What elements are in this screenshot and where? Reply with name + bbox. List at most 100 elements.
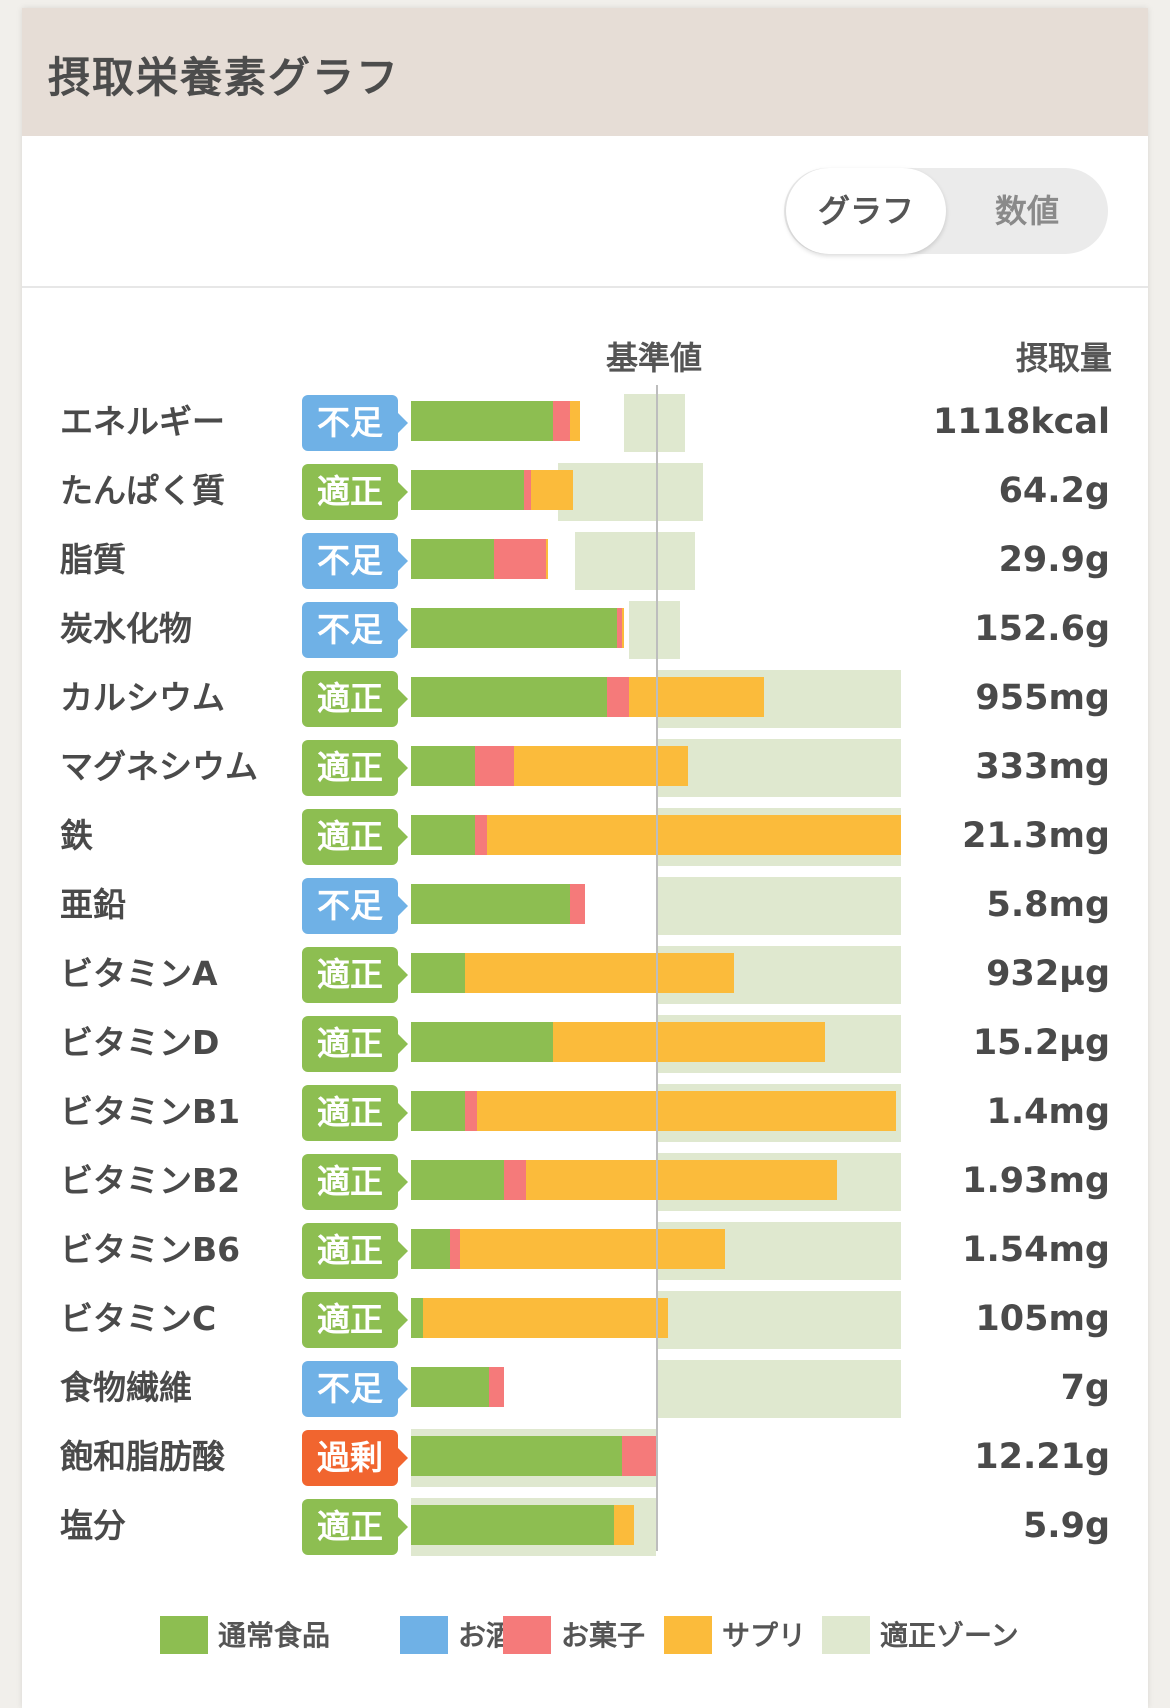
intake-amount: 1.93mg bbox=[962, 1161, 1110, 1201]
nutrient-name: 食物繊維 bbox=[60, 1368, 192, 1407]
supplement-segment bbox=[570, 401, 581, 441]
food-segment bbox=[411, 677, 607, 717]
intake-amount: 1.4mg bbox=[986, 1092, 1110, 1132]
food-segment bbox=[411, 470, 524, 510]
nutrient-row: ビタミンA 適正 932µg bbox=[0, 939, 1170, 1009]
nutrient-row: ビタミンC 適正 105mg bbox=[0, 1284, 1170, 1354]
nutrient-row: 脂質 不足 29.9g bbox=[0, 525, 1170, 595]
status-badge: 適正 bbox=[302, 947, 408, 1003]
divider bbox=[22, 286, 1148, 288]
status-badge: 不足 bbox=[302, 602, 408, 658]
nutrient-name: ビタミンC bbox=[60, 1299, 217, 1338]
nutrient-row: 塩分 適正 5.9g bbox=[0, 1491, 1170, 1561]
supplement-segment bbox=[553, 1022, 826, 1062]
nutrient-name: 飽和脂肪酸 bbox=[60, 1437, 225, 1476]
supplement-segment bbox=[614, 1505, 634, 1545]
food-segment bbox=[411, 539, 495, 579]
nutrient-name: マグネシウム bbox=[60, 747, 258, 786]
nutrient-name: たんぱく質 bbox=[60, 471, 225, 510]
legend-swatch bbox=[503, 1616, 551, 1654]
nutrient-row: 亜鉛 不足 5.8mg bbox=[0, 870, 1170, 940]
status-badge: 適正 bbox=[302, 1085, 408, 1141]
page-title: 摂取栄養素グラフ bbox=[48, 53, 401, 102]
view-toggle[interactable]: グラフ 数値 bbox=[784, 168, 1108, 254]
supplement-segment bbox=[464, 953, 735, 993]
snack-segment bbox=[450, 1229, 460, 1269]
snack-segment bbox=[570, 884, 585, 924]
food-segment bbox=[411, 815, 475, 855]
intake-amount: 333mg bbox=[975, 747, 1110, 787]
intake-amount: 932µg bbox=[986, 954, 1110, 994]
toggle-number-button[interactable]: 数値 bbox=[994, 192, 1059, 230]
nutrient-row: ビタミンB1 適正 1.4mg bbox=[0, 1077, 1170, 1147]
optimal-zone bbox=[656, 1291, 901, 1349]
status-badge: 適正 bbox=[302, 1223, 408, 1279]
nutrient-name: ビタミンA bbox=[60, 954, 218, 993]
supplement-segment bbox=[545, 539, 549, 579]
nutrient-name: 鉄 bbox=[60, 816, 93, 855]
supplement-segment bbox=[621, 608, 625, 648]
supplement-segment bbox=[629, 677, 764, 717]
nutrient-name: 亜鉛 bbox=[60, 885, 126, 924]
intake-amount: 29.9g bbox=[998, 540, 1110, 580]
nutrient-row: ビタミンB6 適正 1.54mg bbox=[0, 1215, 1170, 1285]
snack-segment bbox=[489, 1367, 505, 1407]
nutrient-name: ビタミンB6 bbox=[60, 1230, 241, 1269]
snack-segment bbox=[474, 815, 487, 855]
nutrient-row: 炭水化物 不足 152.6g bbox=[0, 594, 1170, 664]
snack-segment bbox=[607, 677, 630, 717]
nutrient-row: ビタミンD 適正 15.2µg bbox=[0, 1008, 1170, 1078]
food-segment bbox=[411, 1367, 490, 1407]
nutrient-name: 塩分 bbox=[60, 1506, 126, 1545]
food-segment bbox=[411, 884, 571, 924]
supplement-segment bbox=[486, 815, 901, 855]
status-badge: 適正 bbox=[302, 809, 408, 865]
snack-segment bbox=[621, 1436, 659, 1476]
status-badge: 適正 bbox=[302, 671, 408, 727]
intake-amount: 12.21g bbox=[974, 1437, 1110, 1477]
intake-amount: 955mg bbox=[975, 678, 1110, 718]
legend-label: 通常食品 bbox=[218, 1619, 331, 1652]
legend-swatch bbox=[160, 1616, 208, 1654]
status-badge: 不足 bbox=[302, 1361, 408, 1417]
optimal-zone bbox=[656, 877, 901, 935]
nutrient-row: ビタミンB2 適正 1.93mg bbox=[0, 1146, 1170, 1216]
legend-swatch bbox=[822, 1616, 870, 1654]
intake-column-header: 摂取量 bbox=[1015, 339, 1112, 377]
nutrient-name: ビタミンB2 bbox=[60, 1161, 241, 1200]
status-badge: 過剰 bbox=[302, 1430, 408, 1486]
legend: 通常食品 お酒 お菓子 サプリ 適正ゾーン bbox=[160, 1616, 1040, 1660]
nutrient-row: 鉄 適正 21.3mg bbox=[0, 801, 1170, 871]
reference-column-header: 基準値 bbox=[606, 339, 703, 377]
supplement-segment bbox=[477, 1091, 897, 1131]
intake-amount: 1.54mg bbox=[962, 1230, 1110, 1270]
food-segment bbox=[411, 1298, 424, 1338]
food-segment bbox=[411, 401, 554, 441]
supplement-segment bbox=[460, 1229, 725, 1269]
optimal-zone bbox=[656, 739, 901, 797]
nutrient-row: 食物繊維 不足 7g bbox=[0, 1353, 1170, 1423]
status-badge: 不足 bbox=[302, 878, 408, 934]
food-segment bbox=[411, 1160, 505, 1200]
intake-amount: 1118kcal bbox=[932, 402, 1110, 442]
toggle-graph-button[interactable]: グラフ bbox=[786, 168, 946, 254]
supplement-segment bbox=[513, 746, 688, 786]
legend-label: 適正ゾーン bbox=[880, 1619, 1019, 1652]
status-badge: 適正 bbox=[302, 1154, 408, 1210]
nutrient-row: カルシウム 適正 955mg bbox=[0, 663, 1170, 733]
intake-amount: 5.9g bbox=[1022, 1506, 1110, 1546]
food-segment bbox=[411, 1091, 465, 1131]
intake-amount: 5.8mg bbox=[986, 885, 1110, 925]
optimal-zone bbox=[656, 1360, 901, 1418]
intake-amount: 152.6g bbox=[974, 609, 1110, 649]
food-segment bbox=[411, 1436, 622, 1476]
status-badge: 不足 bbox=[302, 533, 408, 589]
intake-amount: 105mg bbox=[975, 1299, 1110, 1339]
snack-segment bbox=[464, 1091, 478, 1131]
nutrient-row: 飽和脂肪酸 過剰 12.21g bbox=[0, 1422, 1170, 1492]
snack-segment bbox=[504, 1160, 527, 1200]
intake-amount: 64.2g bbox=[998, 471, 1110, 511]
nutrient-graph-card: 摂取栄養素グラフ グラフ 数値 bbox=[22, 8, 1148, 1708]
legend-label: サプリ bbox=[722, 1619, 807, 1652]
status-badge: 適正 bbox=[302, 1499, 408, 1555]
